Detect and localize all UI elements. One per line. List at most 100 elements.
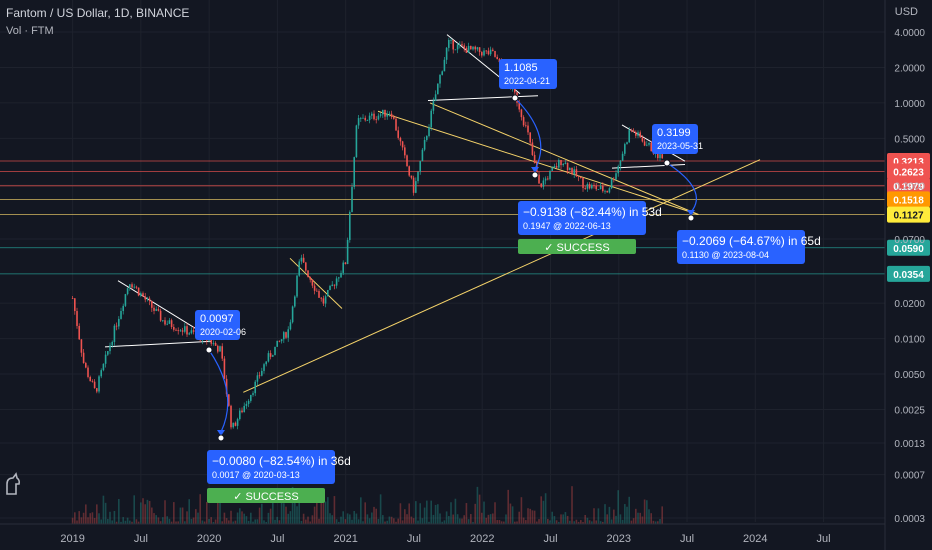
candle-body (415, 181, 417, 193)
volume-bar (577, 521, 580, 524)
candle-body (140, 293, 142, 296)
volume-bar (375, 508, 378, 524)
candle-body (129, 284, 131, 289)
volume-bar (492, 513, 494, 524)
candle-body (265, 361, 268, 365)
peak-callout[interactable] (195, 310, 240, 340)
volume-bar (353, 510, 356, 524)
volume-bar (628, 496, 631, 524)
volume-bar (173, 502, 175, 524)
candle-body (544, 178, 547, 181)
volume-bar (265, 521, 268, 524)
tradingview-logo-icon[interactable] (4, 470, 22, 496)
candle-body (624, 144, 626, 154)
volume-bar (426, 500, 428, 524)
candle-body (575, 169, 578, 177)
volume-bar (591, 521, 593, 524)
candle-body (71, 298, 74, 300)
volume-bar (148, 500, 151, 524)
candle-body (626, 142, 628, 145)
price-level-tag[interactable] (887, 177, 930, 194)
candle-body (175, 329, 177, 331)
price-level-tag[interactable] (887, 239, 930, 256)
volume-bar (344, 519, 347, 524)
drop-callout[interactable] (677, 230, 805, 264)
volume-bar (120, 521, 122, 524)
volume-bar (230, 510, 232, 524)
candle-body (604, 190, 606, 192)
success-badge[interactable] (518, 239, 636, 254)
volume-bar (76, 520, 78, 524)
candle-body (340, 272, 342, 278)
price-axis[interactable]: 4.0000 2.0000 1.0000 0.5000 0.2000 0.0700 0.02… (884, 0, 925, 550)
success-badge[interactable] (207, 488, 325, 503)
drop-callout[interactable] (518, 201, 646, 235)
volume-bar (542, 500, 545, 524)
candle-body (487, 50, 490, 55)
candle-body (100, 370, 103, 377)
volume-bar (599, 521, 602, 524)
volume-bar (124, 520, 127, 524)
volume-bar (91, 512, 94, 524)
peak-callout[interactable] (652, 124, 698, 154)
drop-change: −0.9138 (−82.44%) in 53d (523, 205, 662, 219)
candle-body (379, 114, 382, 116)
anchor-point (663, 159, 671, 167)
candle-body (234, 422, 237, 426)
volume-bar (520, 497, 523, 524)
volume-bar (584, 514, 587, 524)
price-level-tag[interactable] (887, 163, 930, 180)
candle-body (434, 94, 437, 102)
candle-body (146, 298, 149, 300)
candle-body (406, 155, 408, 167)
drop-callout[interactable] (207, 450, 335, 484)
time-axis[interactable]: 2019 Jul 2020 Jul 2021 Jul 2022 Jul 2023 Jul 2024 J… (0, 523, 885, 545)
volume-bar (320, 497, 323, 524)
candle-body (489, 49, 492, 55)
volume-bar (368, 518, 371, 524)
volume-bar (608, 506, 611, 524)
candle-body (107, 351, 109, 355)
volume-bar (421, 518, 424, 524)
volume-bar (661, 506, 664, 524)
candle-body (118, 318, 120, 327)
y-tick-label: 0.0007 (894, 471, 925, 482)
volume-bar (302, 513, 305, 524)
candle-body (577, 176, 580, 178)
volume-bar (483, 501, 485, 524)
volume-bar (593, 508, 595, 524)
volume-bar (419, 503, 422, 524)
candle-body (74, 298, 76, 312)
candle-body (327, 289, 329, 297)
candle-body (408, 166, 411, 176)
price-level-tag[interactable] (887, 191, 930, 208)
volume-bar (514, 521, 516, 524)
candle-body (225, 378, 228, 395)
volume-bar (210, 517, 213, 524)
volume-bar (261, 503, 263, 524)
drop-detail: 0.1947 @ 2022-06-13 (523, 221, 611, 231)
price-level-tag[interactable] (887, 265, 930, 282)
volume-bar (274, 519, 276, 524)
candle-body (104, 354, 107, 364)
candle-body (613, 178, 615, 180)
drop-arrow-2020 (208, 349, 229, 433)
price-level-tag[interactable] (887, 206, 930, 223)
volume-bar (109, 511, 111, 524)
candle-body (302, 257, 305, 263)
volume-bar (276, 516, 279, 524)
candle-body (591, 185, 593, 189)
candle-body (364, 117, 367, 121)
peak-callout[interactable] (499, 59, 557, 89)
volume-bar (254, 519, 257, 524)
volume-bar (573, 521, 576, 524)
candle-body (593, 185, 595, 186)
volume-bar (107, 518, 109, 524)
y-tick-label: 0.2000 (894, 181, 925, 192)
volume-bar (137, 521, 140, 524)
volume-bar (648, 509, 650, 524)
x-tick-label: 2023 (607, 533, 631, 545)
price-level-value: 0.0354 (893, 270, 924, 281)
candle-body (650, 142, 653, 152)
